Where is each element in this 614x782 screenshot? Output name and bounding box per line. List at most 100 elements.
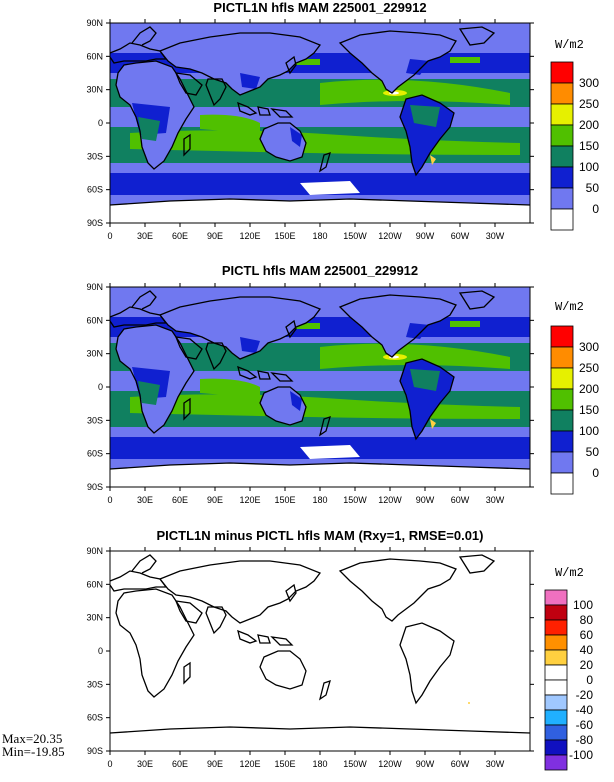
- stat-min: Min=-19.85: [2, 744, 65, 759]
- colorbar-swatch: [550, 409, 574, 432]
- colorbar-swatch: [550, 208, 574, 231]
- units-label-bottom: W/m2: [555, 566, 584, 580]
- lat-tick-label: 30S: [87, 679, 103, 689]
- lon-tick-label: 60W: [451, 759, 470, 769]
- colorbar-swatch: [544, 679, 568, 696]
- colorbar-label: 100: [579, 424, 599, 438]
- colorbar-label: 0: [586, 673, 593, 687]
- colorbar-swatch: [550, 430, 574, 453]
- colorbar-swatch: [550, 388, 574, 411]
- lat-tick-label: 90S: [87, 218, 103, 228]
- lon-tick-label: 30W: [486, 495, 505, 505]
- colorbar-label: -100: [569, 748, 593, 762]
- colorbars: 3002502001501005003002502001501005001008…: [544, 61, 600, 771]
- lon-tick-label: 30E: [137, 495, 153, 505]
- lon-tick-label: 90E: [207, 495, 223, 505]
- lat-tick-label: 30N: [86, 613, 103, 623]
- lon-tick-label: 30W: [486, 231, 505, 241]
- colorbar-label: 300: [579, 76, 599, 90]
- colorbar-swatch: [550, 451, 574, 474]
- lon-tick-label: 60E: [172, 759, 188, 769]
- colorbar-label: 0: [592, 466, 599, 480]
- lat-tick-label: 90N: [86, 546, 103, 556]
- lon-tick-label: 120E: [239, 495, 260, 505]
- colorbar-swatch: [550, 166, 574, 189]
- colorbar-swatch: [550, 367, 574, 390]
- lon-tick-label: 120E: [239, 759, 260, 769]
- lon-tick-label: 180: [312, 495, 327, 505]
- panel-title-top: PICTL1N hfls MAM 225001_229912: [213, 0, 427, 15]
- lat-tick-label: 60N: [86, 51, 103, 61]
- colorbar-label: 60: [580, 628, 594, 642]
- lon-tick-label: 120W: [378, 231, 402, 241]
- colorbar-label: 150: [579, 139, 599, 153]
- colorbar-label: -60: [576, 718, 594, 732]
- colorbar-swatch: [544, 604, 568, 621]
- colorbar-label: 100: [573, 598, 593, 612]
- panel-title-middle: PICTL hfls MAM 225001_229912: [221, 263, 419, 278]
- lon-tick-label: 90E: [207, 231, 223, 241]
- colorbar-label: 250: [579, 361, 599, 375]
- lon-tick-label: 150E: [274, 231, 295, 241]
- colorbar-swatch: [544, 649, 568, 666]
- lon-tick-label: 60W: [451, 495, 470, 505]
- lon-tick-label: 90E: [207, 759, 223, 769]
- colorbar-swatch: [550, 103, 574, 126]
- colorbar-swatch: [544, 739, 568, 756]
- lon-tick-label: 120W: [378, 759, 402, 769]
- colorbar-label: 300: [579, 340, 599, 354]
- lon-tick-label: 150E: [274, 759, 295, 769]
- lat-tick-label: 30N: [86, 85, 103, 95]
- colorbar-swatch: [544, 754, 568, 771]
- lon-tick-label: 90W: [416, 495, 435, 505]
- lon-tick-label: 0: [107, 759, 112, 769]
- colorbar-label: -40: [576, 703, 594, 717]
- colorbar-label: 50: [586, 181, 600, 195]
- units-label-middle: W/m2: [555, 300, 584, 314]
- lat-tick-label: 60N: [86, 315, 103, 325]
- lon-tick-label: 150W: [343, 231, 367, 241]
- colorbar-label: 100: [579, 160, 599, 174]
- colorbar-swatch: [544, 619, 568, 636]
- lon-tick-label: 90W: [416, 231, 435, 241]
- lat-tick-label: 90N: [86, 282, 103, 292]
- lat-tick-label: 60S: [87, 185, 103, 195]
- colorbar-label: 50: [586, 445, 600, 459]
- map-panel-bottom: [109, 550, 531, 752]
- colorbar-label: 200: [579, 118, 599, 132]
- colorbar-swatch: [544, 694, 568, 711]
- lon-tick-label: 60W: [451, 231, 470, 241]
- lon-tick-label: 120W: [378, 495, 402, 505]
- map-panel-top: [109, 22, 531, 224]
- colorbar-swatch: [550, 82, 574, 105]
- colorbar-swatch: [544, 634, 568, 651]
- lon-tick-label: 60E: [172, 231, 188, 241]
- lat-tick-label: 30N: [86, 349, 103, 359]
- colorbar-swatch: [550, 187, 574, 210]
- lon-tick-label: 30E: [137, 231, 153, 241]
- axis-ticks: 90N 60N 30N 0 30S 60S 90S 0 30E 60E 90E 120E 150E 180…: [86, 18, 534, 769]
- lon-tick-label: 180: [312, 231, 327, 241]
- colorbar-label: 80: [580, 613, 594, 627]
- colorbar-swatch: [550, 61, 574, 84]
- lat-tick-label: 60S: [87, 449, 103, 459]
- lat-tick-label: 90S: [87, 482, 103, 492]
- lat-tick-label: 30S: [87, 151, 103, 161]
- colorbar-label: 150: [579, 403, 599, 417]
- stat-max: Max=20.35: [2, 731, 63, 746]
- lat-tick-label: 0: [98, 118, 103, 128]
- lon-tick-label: 0: [107, 495, 112, 505]
- colorbar-swatch: [544, 589, 568, 606]
- lat-tick-label: 0: [98, 646, 103, 656]
- lat-tick-label: 90N: [86, 18, 103, 28]
- lon-tick-label: 90W: [416, 759, 435, 769]
- lon-tick-label: 0: [107, 231, 112, 241]
- colorbar-label: 0: [592, 202, 599, 216]
- colorbar-swatch: [550, 472, 574, 495]
- colorbar-swatch: [550, 145, 574, 168]
- colorbar-swatch: [544, 709, 568, 726]
- panel-title-bottom: PICTL1N minus PICTL hfls MAM (Rxy=1, RMS…: [156, 528, 484, 543]
- colorbar-label: 250: [579, 97, 599, 111]
- units-label-top: W/m2: [555, 38, 584, 52]
